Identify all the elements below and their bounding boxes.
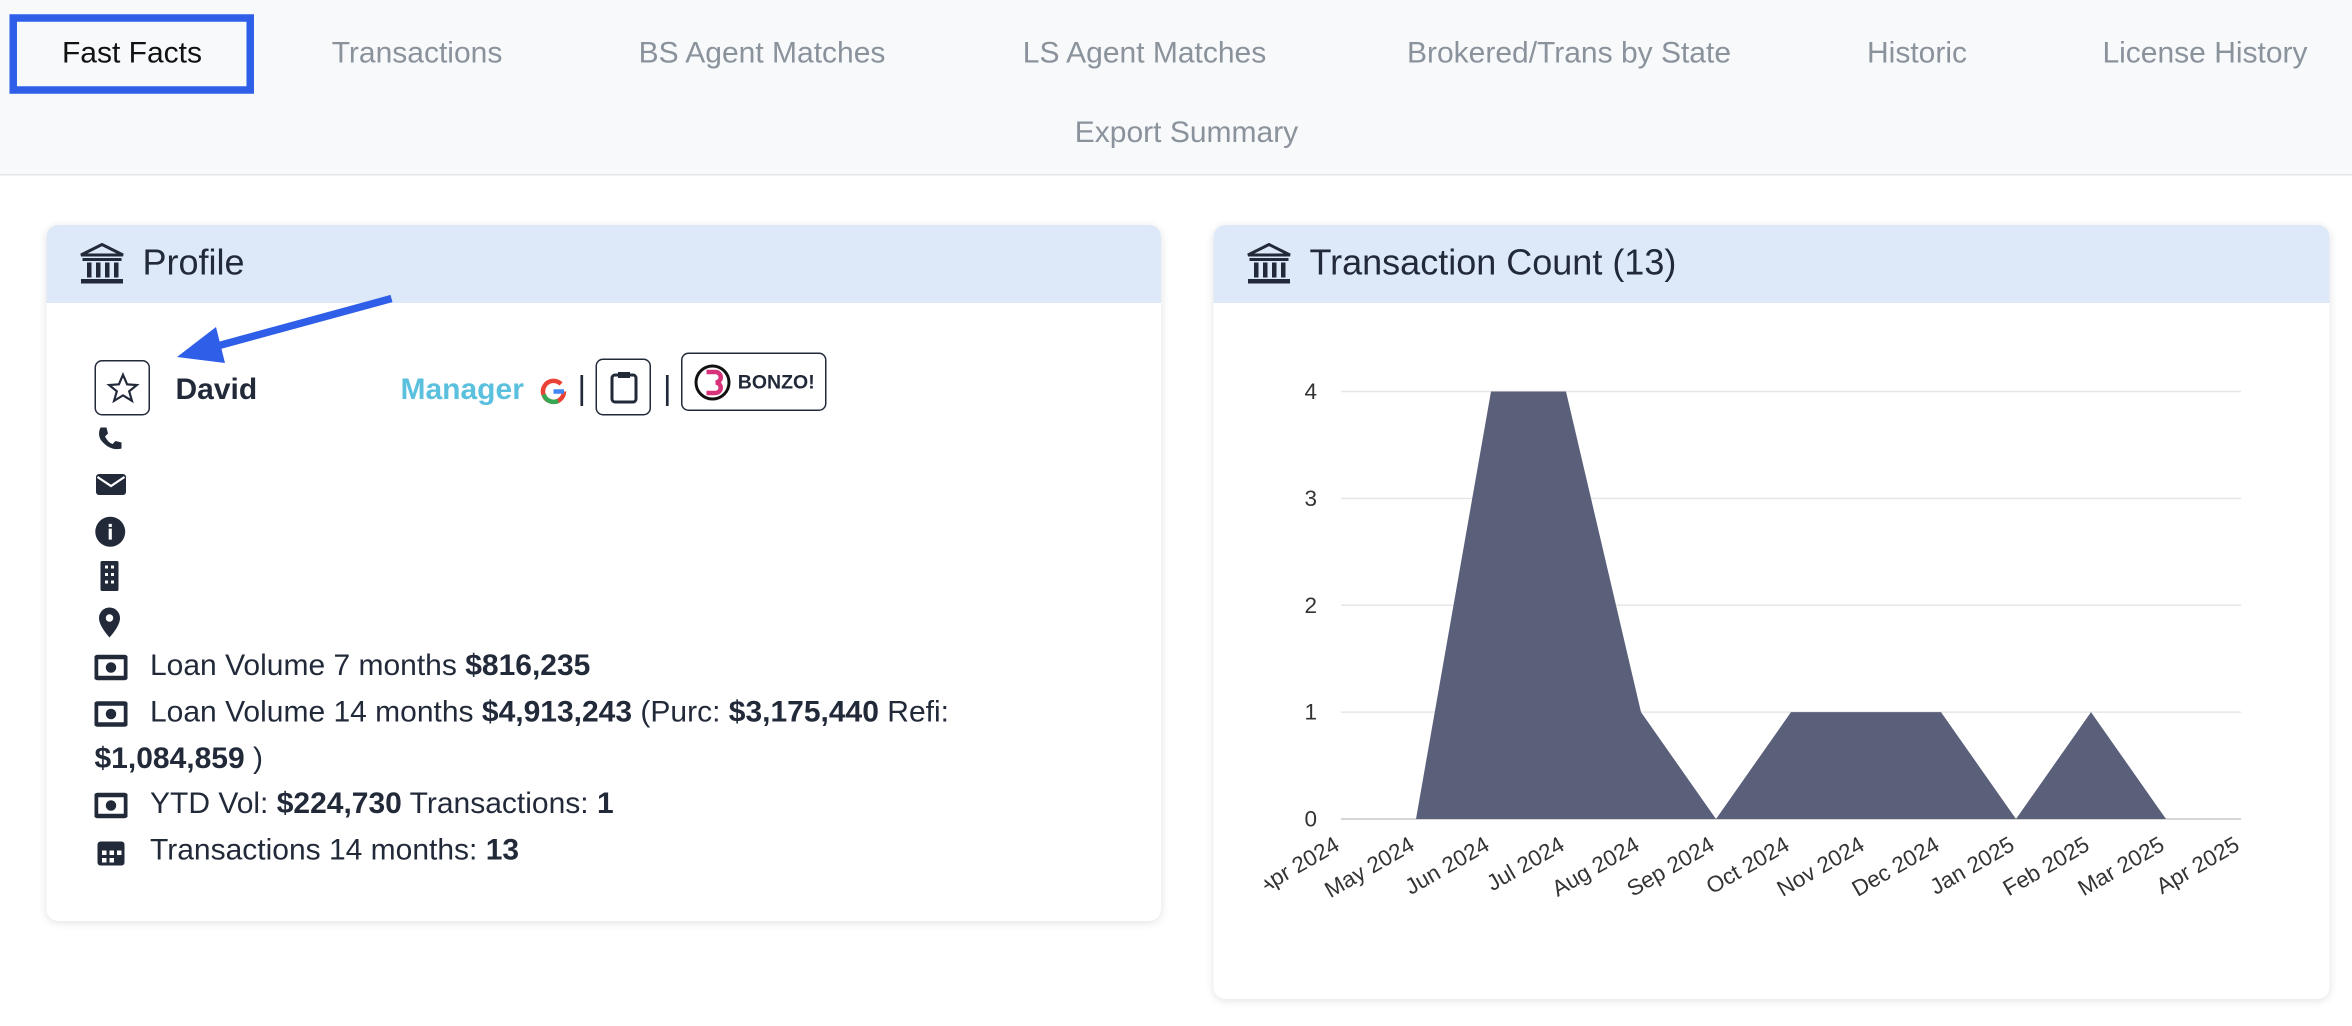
bonzo-label: BONZO!	[737, 370, 815, 394]
bank-icon	[1247, 243, 1291, 284]
tab[interactable]: License History	[2102, 36, 2308, 70]
profile-card: Profile David Manager | | BONZO! Loan Vo…	[46, 225, 1161, 921]
y-tick-label: 4	[1304, 379, 1317, 404]
mail-icon	[96, 474, 126, 495]
area	[1416, 391, 2166, 819]
y-tick-label: 0	[1304, 807, 1317, 832]
google-icon[interactable]	[539, 377, 569, 407]
phone-icon	[99, 427, 122, 450]
agent-name: David	[175, 373, 258, 407]
annotation-arrow	[177, 294, 393, 363]
tab[interactable]: Transactions	[331, 36, 503, 70]
chart-card: Transaction Count (13) 0 1 2 3 4 Apr 2024 May …	[1213, 225, 2330, 999]
building-icon	[100, 561, 119, 591]
stat-label: YTD Vol:	[150, 787, 269, 821]
tab[interactable]: Historic	[1866, 36, 1968, 70]
separator: |	[663, 369, 672, 407]
stat-value: $4,913,243	[481, 696, 633, 729]
x-tick-label: Apr 2025	[2152, 832, 2244, 899]
stat-value: 1	[596, 787, 614, 821]
stat-label: Transactions 14 months:	[150, 834, 478, 867]
stat-label: )	[253, 742, 264, 776]
card-header: Transaction Count (13)	[1213, 225, 2330, 303]
tab[interactable]: Export Summary	[1074, 116, 1299, 150]
x-tick-label: Jun 2024	[1401, 832, 1494, 900]
info-icon	[95, 516, 126, 547]
y-tick-label: 1	[1304, 700, 1317, 725]
favorite-button[interactable]	[94, 360, 150, 416]
stat-value: $816,235	[465, 649, 591, 683]
stat-label: Transactions:	[409, 787, 589, 821]
card-header: Profile	[46, 225, 1161, 303]
x-tick-label: Mar 2025	[2074, 832, 2169, 901]
bank-icon	[80, 243, 124, 284]
card-title: Profile	[142, 243, 245, 284]
tab[interactable]: Brokered/Trans by State	[1406, 36, 1732, 70]
tab[interactable]: BS Agent Matches	[638, 36, 886, 70]
stat-label: (Purc:	[640, 696, 721, 729]
stat-line: Transactions 14 months: 13	[95, 828, 1085, 875]
bonzo-button[interactable]: BONZO!	[681, 352, 827, 411]
stat-line: Loan Volume 7 months $816,235	[94, 644, 1085, 691]
clipboard-button[interactable]	[595, 358, 651, 416]
stat-line: Loan Volume 14 months $4,913,243 (Purc: …	[94, 690, 1085, 783]
money-icon	[94, 792, 128, 819]
agent-role: Manager	[400, 373, 524, 407]
separator: |	[577, 369, 587, 407]
chart-title: Transaction Count (13)	[1309, 243, 1677, 284]
tab[interactable]: Fast Facts	[9, 14, 255, 94]
location-icon	[99, 607, 120, 638]
tab[interactable]: LS Agent Matches	[1022, 36, 1267, 70]
tab-bar: Fast Facts Transactions BS Agent Matches LS…	[0, 0, 2352, 176]
stat-value: $3,175,440	[728, 696, 879, 729]
stat-value: 13	[485, 834, 520, 867]
stat-line: YTD Vol: $224,730 Transactions: 1	[94, 782, 1085, 829]
stat-label: Refi:	[887, 696, 949, 729]
y-tick-label: 3	[1304, 486, 1317, 511]
money-icon	[94, 654, 128, 681]
stat-value: $224,730	[276, 787, 402, 821]
stat-value: $1,084,859	[94, 742, 245, 776]
stat-label: Loan Volume 7 months	[150, 649, 457, 683]
stat-label: Loan Volume 14 months	[150, 696, 474, 729]
money-icon	[94, 701, 128, 727]
calendar-icon	[97, 841, 125, 866]
y-tick-label: 2	[1304, 593, 1317, 618]
